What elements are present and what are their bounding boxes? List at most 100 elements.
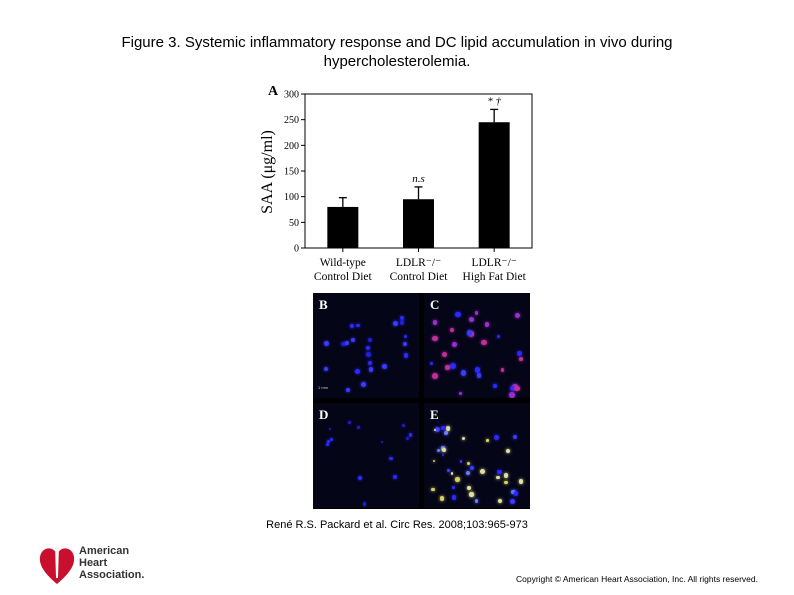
fluorescent-cell — [435, 427, 441, 433]
fluorescent-cell — [451, 341, 458, 348]
fluorescent-cell — [480, 469, 486, 475]
fluorescent-cell — [327, 440, 331, 444]
fluorescent-cell — [365, 345, 370, 350]
fluorescent-cell — [441, 426, 445, 430]
fluorescent-cell — [403, 334, 407, 338]
fluorescent-cell — [439, 496, 445, 501]
fluorescent-cell — [442, 453, 445, 456]
x-category-label: Control Diet — [314, 271, 373, 283]
heart-torch-icon — [39, 541, 75, 584]
bar — [403, 199, 434, 248]
scale-bar: 1 mm — [318, 385, 328, 390]
fluorescent-cell — [349, 323, 355, 329]
fluorescent-cell — [330, 438, 334, 442]
fluorescent-cell — [517, 350, 523, 356]
fluorescent-cell — [392, 475, 397, 480]
fluorescent-cell — [510, 386, 516, 392]
x-category-label: Control Diet — [390, 271, 449, 283]
fluorescent-cell — [441, 448, 447, 453]
x-category-label: High Fat Diet — [463, 271, 527, 283]
fluorescent-cell — [393, 321, 399, 326]
fluorescent-cell — [437, 449, 441, 453]
fluorescent-cell — [475, 367, 481, 373]
fluorescent-cell — [475, 311, 479, 315]
fluorescent-cell — [486, 439, 489, 442]
fluorescent-cell — [367, 361, 372, 365]
fluorescent-cell — [368, 367, 374, 372]
logo-line2: Heart — [79, 557, 108, 569]
fluorescent-cell — [389, 456, 393, 461]
fluorescent-cell — [476, 373, 482, 378]
fluorescent-cell — [404, 353, 409, 358]
fluorescent-cell — [399, 315, 405, 321]
fluorescent-cell — [445, 365, 450, 370]
fluorescent-cell — [345, 340, 349, 345]
fluorescent-cell — [467, 485, 472, 490]
microscopy-panel-e: E — [424, 403, 530, 508]
fluorescent-cell — [512, 435, 517, 440]
panel-letter: D — [319, 407, 329, 422]
fluorescent-cell — [341, 341, 346, 347]
microscopy-panel-d: D — [313, 403, 419, 508]
fluorescent-cell — [509, 392, 515, 398]
fluorescent-cell — [505, 448, 511, 454]
fluorescent-cell — [503, 473, 509, 478]
fluorescent-cell — [447, 469, 451, 473]
fluorescent-cell — [519, 357, 523, 361]
fluorescent-cell — [469, 465, 474, 470]
fluorescent-cell — [465, 471, 470, 476]
panel-letter: E — [430, 407, 439, 422]
fluorescent-cell — [514, 312, 520, 318]
bar — [478, 122, 510, 248]
figure-title-line2: hypercholesterolemia. — [323, 53, 471, 70]
fluorescent-cell — [452, 495, 457, 500]
y-tick-label: 0 — [294, 244, 299, 255]
saa-bar-chart: A SAA (μg/ml) 0 50 100 150 200 250 300 Wild-typ… — [259, 84, 533, 283]
fluorescent-cell — [406, 436, 410, 440]
bar — [327, 206, 359, 248]
citation: René R.S. Packard et al. Circ Res. 2008;… — [266, 519, 528, 531]
x-category-label: LDLR⁻/⁻ — [471, 257, 516, 269]
fluorescent-cell — [431, 487, 436, 492]
fluorescent-cell — [401, 424, 406, 428]
fluorescent-cell — [450, 362, 457, 369]
fluorescent-cell — [442, 351, 448, 357]
fluorescent-cell — [324, 340, 329, 346]
fluorescent-cell — [496, 475, 501, 480]
fluorescent-cell — [518, 479, 523, 484]
fluorescent-cell — [493, 384, 497, 388]
fluorescent-cell — [432, 335, 438, 341]
microscopy-panel-b: B 1 mm — [313, 293, 419, 398]
fluorescent-cell — [430, 361, 434, 365]
fluorescent-cell — [346, 387, 350, 392]
fluorescent-cell — [351, 338, 356, 343]
logo-line3: Association. — [79, 569, 145, 581]
fluorescent-cell — [469, 317, 475, 323]
fluorescent-cell — [455, 311, 461, 318]
figure-title-line1: Figure 3. Systemic inflammatory response… — [121, 34, 673, 51]
fluorescent-cell — [466, 330, 473, 336]
microscopy-panels: B 1 mm C D E — [313, 293, 530, 509]
fluorescent-cell — [454, 477, 460, 482]
fluorescent-cell — [481, 339, 488, 346]
y-tick-label: 100 — [284, 192, 299, 203]
fluorescent-cell — [363, 502, 367, 506]
fluorescent-cell — [474, 499, 479, 503]
y-tick-label: 300 — [284, 90, 299, 101]
fluorescent-cell — [497, 499, 503, 504]
fluorescent-cell — [323, 367, 329, 372]
bar-annotation: n.s — [412, 173, 425, 185]
fluorescent-cell — [433, 320, 438, 325]
panel-letter: C — [430, 297, 440, 312]
fluorescent-cell — [469, 492, 474, 497]
fluorescent-cell — [368, 338, 373, 343]
fluorescent-cell — [458, 391, 463, 396]
fluorescent-cell — [494, 435, 500, 441]
fluorescent-cell — [347, 421, 351, 425]
x-category-label: Wild-type — [320, 257, 366, 269]
copyright: Copyright © American Heart Association, … — [515, 574, 758, 584]
fluorescent-cell — [444, 431, 449, 436]
fluorescent-cell — [450, 471, 454, 475]
fluorescent-cell — [497, 469, 502, 475]
fluorescent-cell — [382, 363, 388, 369]
